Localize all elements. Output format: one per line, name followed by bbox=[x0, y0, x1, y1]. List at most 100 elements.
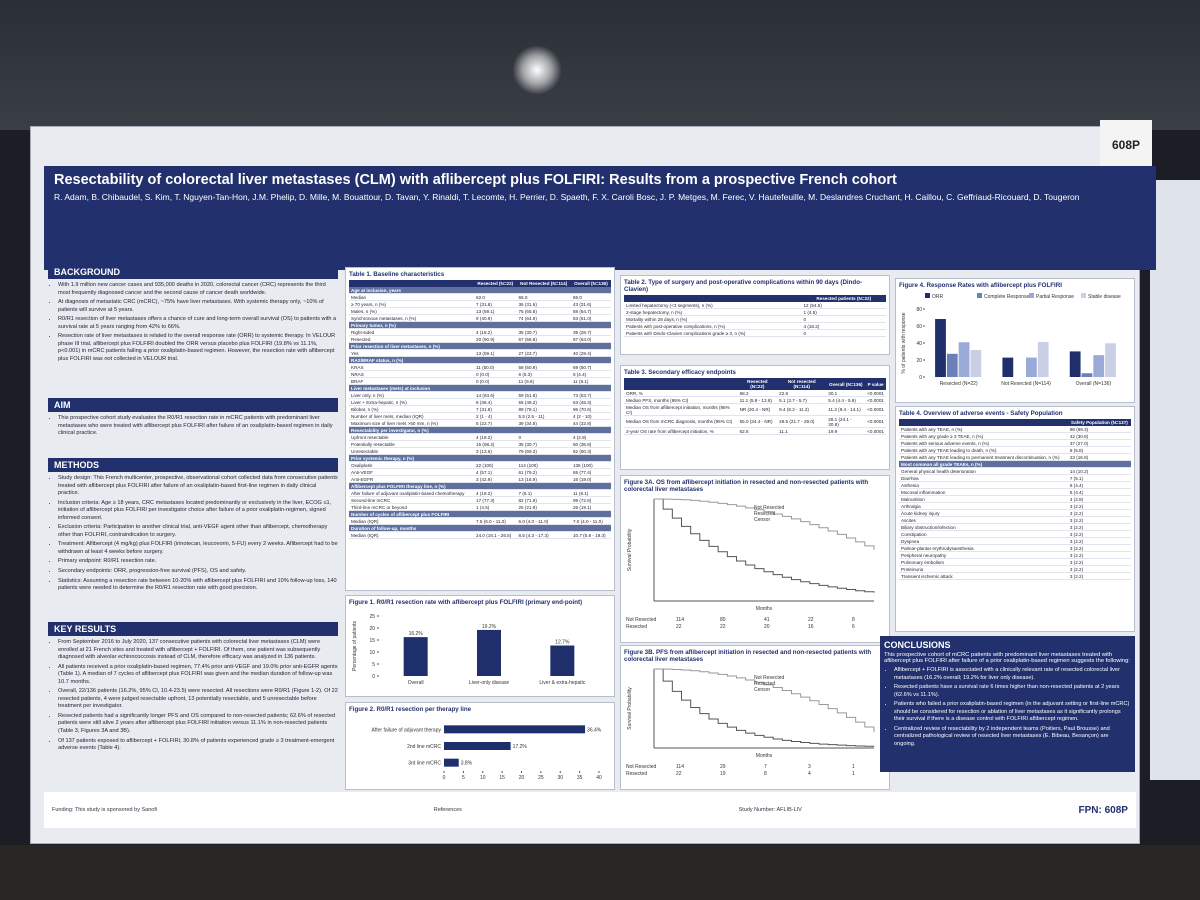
cell: 5 (22.7) bbox=[474, 419, 517, 427]
row: Yes 13 (59.1) 27 (23.7) 40 (29.4) bbox=[349, 349, 611, 357]
cell bbox=[570, 321, 611, 329]
cell: 1 (4.5) bbox=[801, 308, 886, 316]
value-label: 36.4% bbox=[587, 727, 602, 733]
x-tick-label: 40 bbox=[596, 775, 602, 781]
bar bbox=[970, 349, 982, 377]
cell: 3 (2.2) bbox=[1067, 523, 1131, 531]
booth-number: 608P bbox=[1100, 120, 1152, 170]
cell: 55 (48.2) bbox=[516, 398, 571, 406]
row: Second-line mCRC 17 (77.3) 82 (71.9) 99 (72… bbox=[349, 496, 611, 504]
figure: Figure 1. R0/R1 resection rate with afli… bbox=[345, 595, 615, 697]
cell: 96 (69.3) bbox=[1067, 426, 1131, 433]
bullet: Study design: This French multicenter, p… bbox=[58, 475, 338, 498]
cell: 82 (71.9) bbox=[516, 496, 571, 504]
cell: Resected bbox=[349, 335, 475, 343]
cell: 3 (2.2) bbox=[1067, 537, 1131, 545]
cell: 82 (60.3) bbox=[570, 447, 611, 455]
row: Peripheral neuropathy 3 (2.2) bbox=[899, 551, 1131, 559]
header-row: Resected (N=22) Not resected (N=114) Overa… bbox=[624, 378, 886, 390]
cell: Duration of follow-up, months bbox=[349, 524, 475, 532]
legend-entry: Not Resected bbox=[754, 675, 785, 681]
legend-entry: Resected bbox=[754, 511, 775, 517]
cell: 96 (70.6) bbox=[570, 405, 611, 413]
cell: 3 (2.2) bbox=[1067, 565, 1131, 573]
row: Unresectable 3 (13.6) 79 (69.3) 82 (60.3) bbox=[349, 447, 611, 455]
section: METHODS Study design: This French multice… bbox=[48, 458, 338, 618]
row: Prior systemic therapy, n (%) bbox=[349, 454, 611, 462]
bar bbox=[444, 758, 459, 767]
row: Liver + Extra-hepatic, n (%) 8 (36.4) 55 (… bbox=[349, 398, 611, 406]
cell: 3 (2.2) bbox=[1067, 502, 1131, 510]
value-label: 3.8% bbox=[461, 761, 473, 767]
row: Biliary obstruction/infection 3 (2.2) bbox=[899, 523, 1131, 531]
legend-entry: ORR bbox=[932, 294, 944, 300]
cell: Primary tumor, n (%) bbox=[349, 321, 475, 329]
cell: Maximum size of liver mets >50 mm, n (%) bbox=[349, 419, 475, 427]
floor bbox=[0, 845, 1200, 900]
category-label: Overall bbox=[408, 680, 424, 686]
cell: 24.0 (16.1 - 26.5) bbox=[474, 531, 517, 539]
y-tick-label: 0 bbox=[919, 375, 922, 381]
cell: Anti-EGFR bbox=[349, 475, 475, 483]
row: Third-line mCRC or beyond 1 (4.5) 25 (21.9… bbox=[349, 503, 611, 511]
section: AIM This prospective cohort study evaluat… bbox=[48, 398, 338, 450]
cell: ≥ 70 years, n (%) bbox=[349, 300, 475, 308]
cell: 14 (10.2) bbox=[1067, 467, 1131, 475]
cell: Patients with any grade ≥ 3 TEAE, n (%) bbox=[899, 432, 1068, 440]
table: Resected patients (N=22) Limited hepatect… bbox=[624, 295, 886, 337]
at-risk: 1 bbox=[852, 764, 855, 770]
cell: 7 (31.8) bbox=[474, 300, 517, 308]
header-row: Safety Population (N=137) bbox=[899, 419, 1131, 426]
cell: 0 bbox=[516, 433, 571, 441]
cell: 11.1 (5.9 - 13.8) bbox=[737, 396, 778, 404]
bullets: Study design: This French multicenter, p… bbox=[48, 475, 338, 593]
y-tick-label: 15 bbox=[369, 638, 375, 644]
cell bbox=[570, 384, 611, 392]
cell: 19.9 bbox=[826, 427, 866, 435]
at-risk: 1 bbox=[852, 771, 855, 777]
cell: Right-sided bbox=[349, 328, 475, 336]
row: Arthralgia 3 (2.2) bbox=[899, 502, 1131, 510]
bar bbox=[1069, 351, 1081, 377]
row: Median (IQR) 24.0 (16.1 - 26.5) 8.5 (4.3 -… bbox=[349, 531, 611, 539]
cell: 6.0 (4.0 - 11.0) bbox=[516, 517, 571, 525]
at-risk: 29 bbox=[720, 764, 726, 770]
row: Patients with Dindo-Clavien complication… bbox=[624, 329, 886, 337]
cell: Unresectable bbox=[349, 447, 475, 455]
cell: Palmar-plantar erythrodysaesthesia bbox=[899, 544, 1068, 552]
cell: Median (IQR) bbox=[349, 531, 475, 539]
cell: Transient ischemic attack bbox=[899, 572, 1068, 580]
y-tick-label: 10 bbox=[369, 650, 375, 656]
chart: Percentage of patients 0 5 10 15 20 25 16.2% Ove… bbox=[352, 614, 586, 686]
cell: Liver + Extra-hepatic, n (%) bbox=[349, 398, 475, 406]
cell: Patients with any TEAE leading to death,… bbox=[899, 446, 1068, 454]
curve bbox=[654, 498, 875, 593]
row: Resected 20 (90.9) 67 (58.8) 87 (64.0) bbox=[349, 335, 611, 343]
cell: 20 (90.9) bbox=[474, 335, 517, 343]
x-tick-label: 25 bbox=[538, 775, 544, 781]
cell: 15 (68.2) bbox=[474, 440, 517, 448]
cell: 8.5 (4.3 - 17.3) bbox=[516, 531, 571, 539]
cell: 0 (0.0) bbox=[474, 377, 517, 385]
cell: 88 (64.7) bbox=[570, 307, 611, 315]
row: Mortality within 28 days, n (%) 0 bbox=[624, 315, 886, 323]
bullet: Treatment: Aflibercept (4 mg/kg) plus FO… bbox=[58, 541, 338, 556]
row: BRAF 0 (0.0) 11 (9.6) 11 (8.1) bbox=[349, 377, 611, 385]
row: Patients with any TEAE leading to perman… bbox=[899, 453, 1131, 461]
cell: Yes bbox=[349, 349, 475, 357]
row: Diarrhea 7 (5.1) bbox=[899, 474, 1131, 482]
legend-swatch bbox=[925, 293, 930, 298]
y-axis-label: % of patients with response bbox=[901, 312, 907, 373]
cell: 59 (51.8) bbox=[516, 391, 571, 399]
cell bbox=[474, 482, 517, 490]
at-risk: Not Resected bbox=[626, 617, 657, 623]
header-cell: Not Resected (N=114) bbox=[516, 280, 571, 287]
cell: 43 (31.6) bbox=[570, 300, 611, 308]
row: Median 62.0 66.0 65.0 bbox=[349, 293, 611, 301]
bar bbox=[1081, 373, 1093, 377]
row: Pulmonary embolism 3 (2.2) bbox=[899, 558, 1131, 566]
bar bbox=[946, 353, 958, 377]
category-label: Liver-only disease bbox=[469, 680, 510, 686]
cell: Mortality within 28 days, n (%) bbox=[624, 315, 802, 323]
header-cell: Overall (N=136) bbox=[826, 378, 866, 390]
